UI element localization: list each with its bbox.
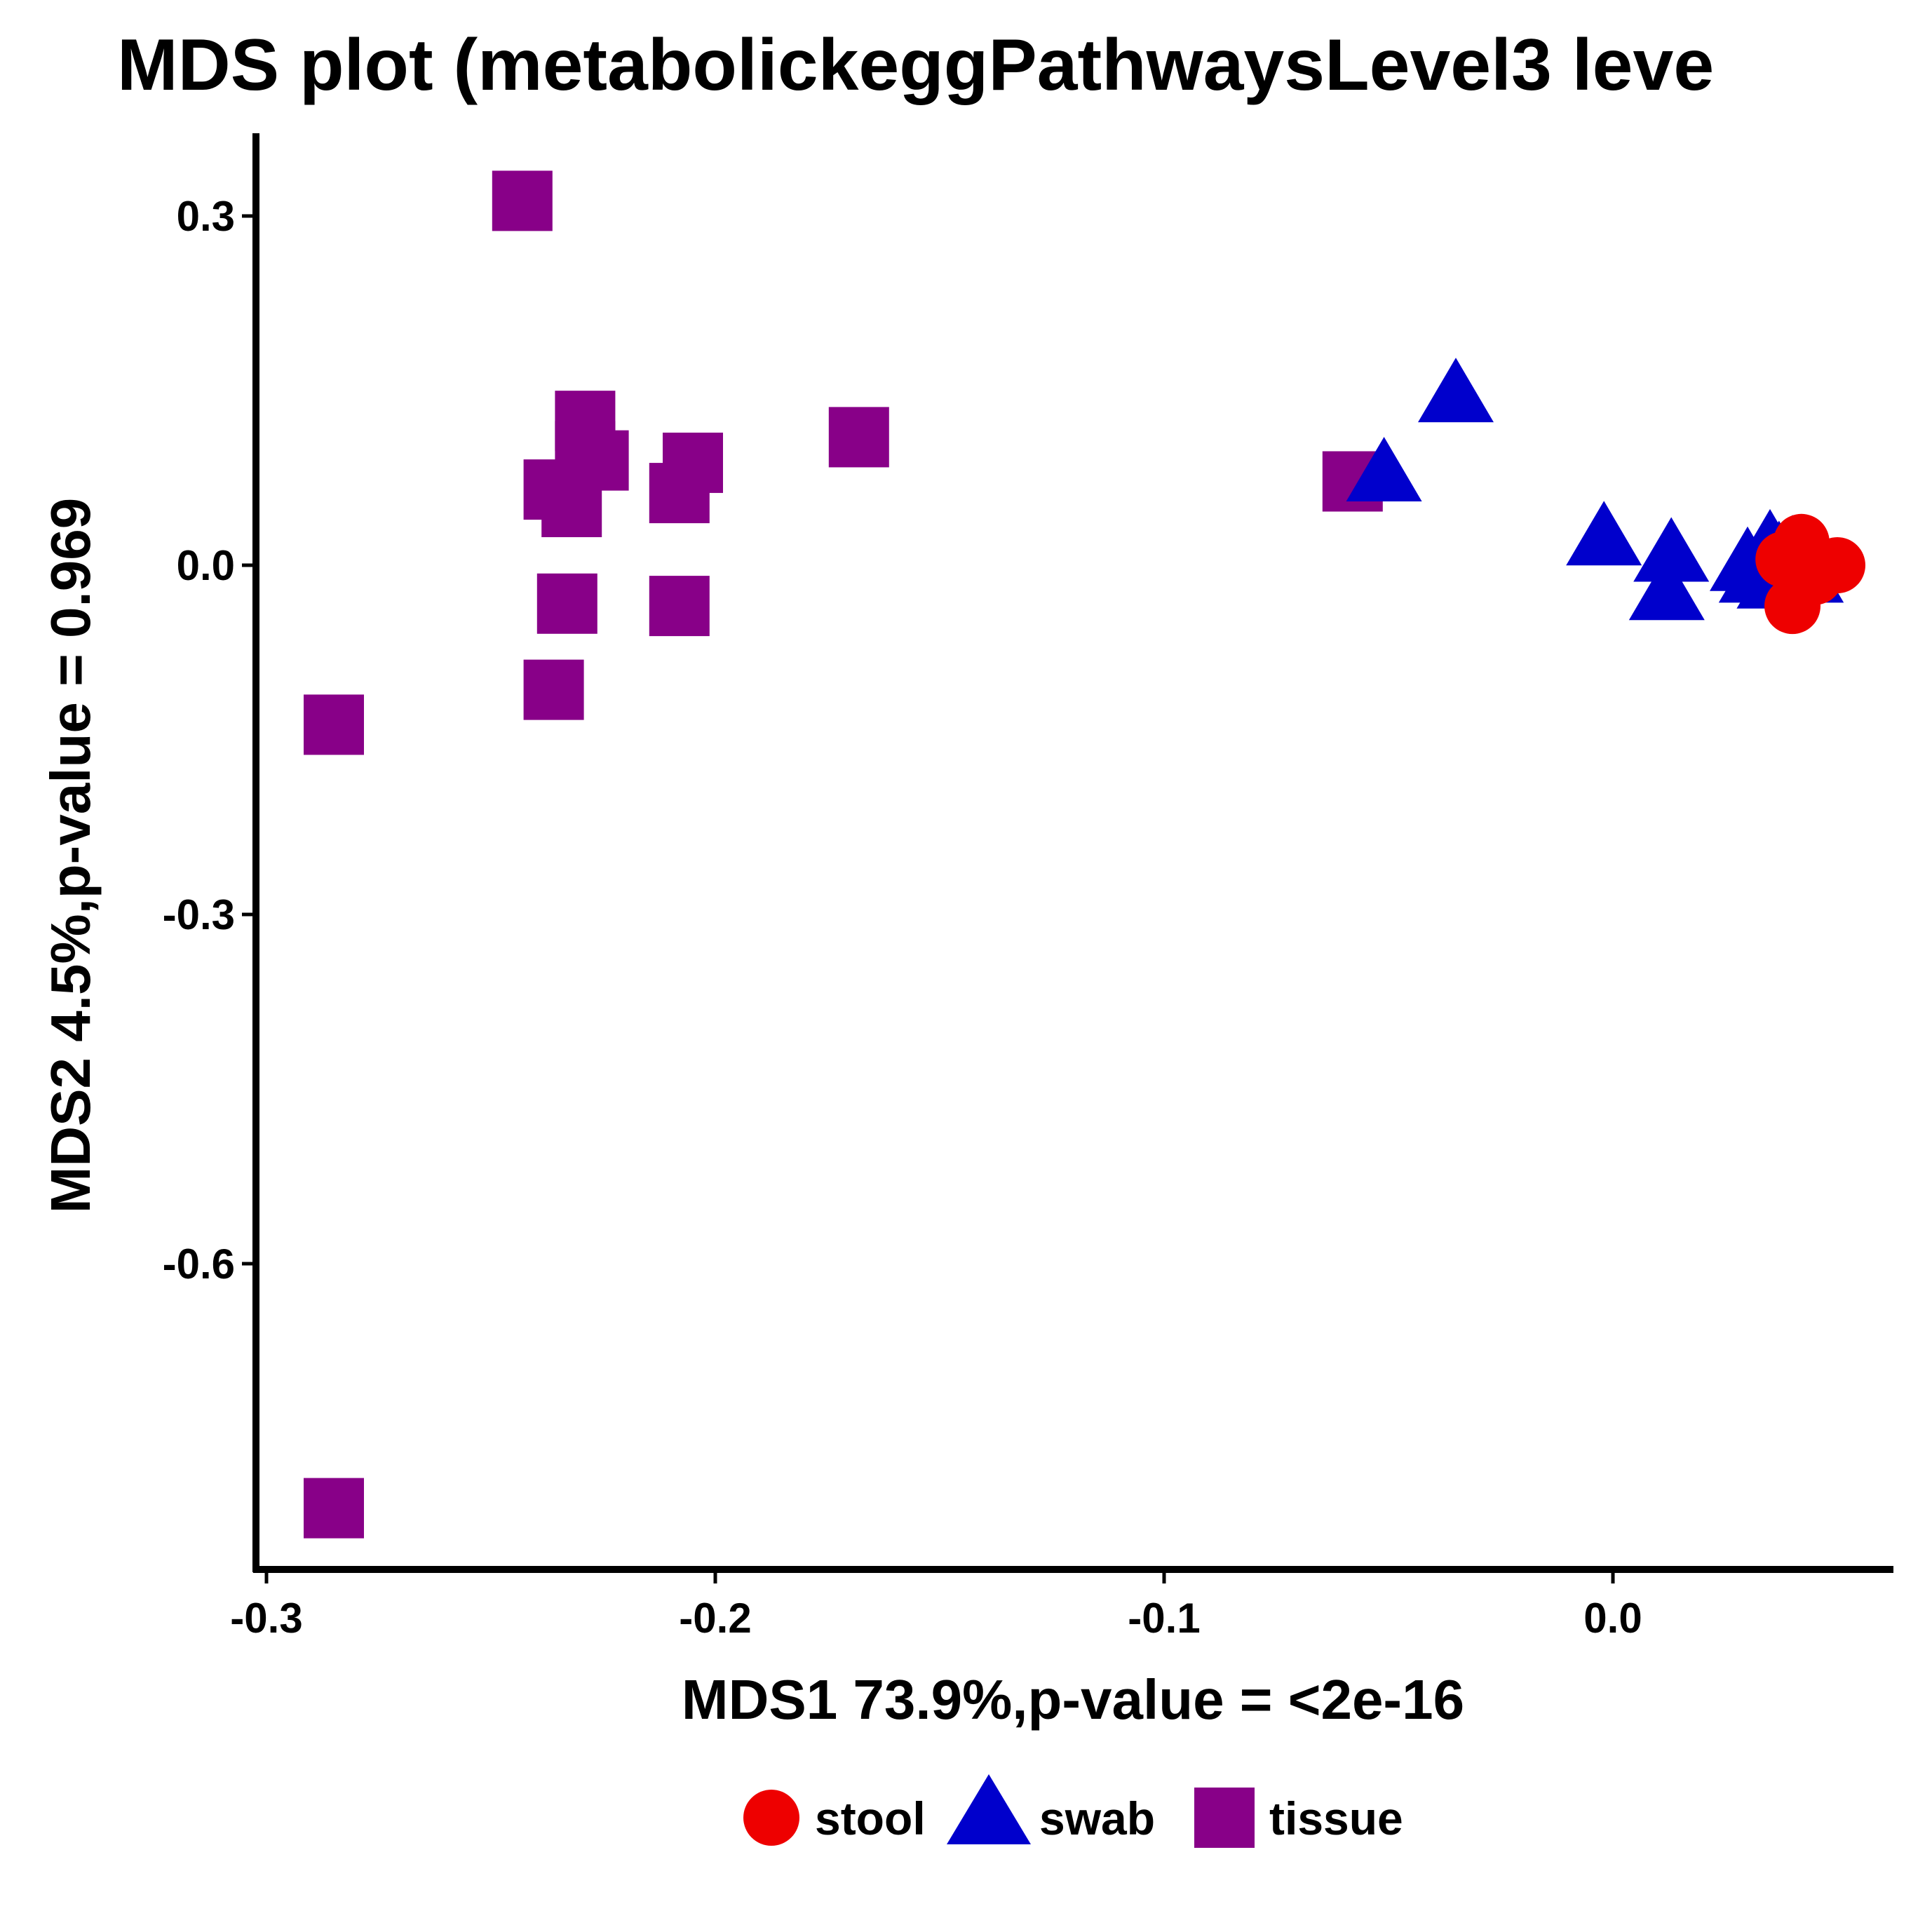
swab-point	[1418, 358, 1494, 423]
tissue-point	[536, 573, 597, 634]
legend-marker-swab	[947, 1774, 1031, 1844]
swab-point	[1628, 555, 1705, 621]
legend-label-tissue: tissue	[1269, 1792, 1403, 1844]
legend-marker-stool	[743, 1790, 799, 1846]
tissue-point	[828, 407, 889, 468]
swab-point	[1566, 501, 1642, 566]
x-tick-label: -0.3	[230, 1595, 302, 1642]
tissue-point	[649, 463, 710, 524]
tick-marks-and-labels: -0.3 -0.2 -0.1 0.0 0.3 0.0 -0.3 -0.6	[163, 193, 1642, 1642]
legend-label-swab: swab	[1039, 1792, 1155, 1844]
data-points	[304, 170, 1865, 1539]
x-tick-label: 0.0	[1583, 1595, 1642, 1642]
stool-point	[1755, 531, 1812, 588]
tissue-point	[304, 694, 364, 755]
series-tissue	[304, 170, 1383, 1539]
y-tick-label: 0.3	[177, 193, 235, 240]
y-tick-label: -0.6	[163, 1241, 235, 1288]
y-axis-label: MDS2 4.5%,p-value = 0.969	[39, 498, 102, 1214]
y-tick-label: 0.0	[177, 542, 235, 589]
y-tick-label: -0.3	[163, 891, 235, 938]
swab-point	[1633, 517, 1710, 582]
legend-item-stool: stool	[743, 1790, 926, 1846]
tissue-point	[492, 170, 553, 231]
x-axis-label: MDS1 73.9%,p-value = <2e-16	[682, 1668, 1464, 1731]
tissue-point	[304, 1478, 364, 1539]
legend-marker-tissue	[1194, 1788, 1255, 1848]
legend-label-stool: stool	[815, 1792, 926, 1844]
x-tick-label: -0.2	[679, 1595, 751, 1642]
chart-title: MDS plot (metabolickeggPathwaysLevel3 le…	[117, 25, 1714, 106]
tissue-point	[541, 477, 602, 537]
tissue-point	[523, 659, 584, 720]
legend-item-tissue: tissue	[1194, 1788, 1403, 1848]
series-stool	[1755, 513, 1865, 635]
axes	[252, 133, 1893, 1573]
legend-item-swab: swab	[947, 1774, 1155, 1844]
swab-point	[1346, 436, 1422, 501]
legend: stool swab tissue	[743, 1774, 1403, 1848]
x-tick-label: -0.1	[1128, 1595, 1200, 1642]
tissue-point	[649, 576, 710, 637]
